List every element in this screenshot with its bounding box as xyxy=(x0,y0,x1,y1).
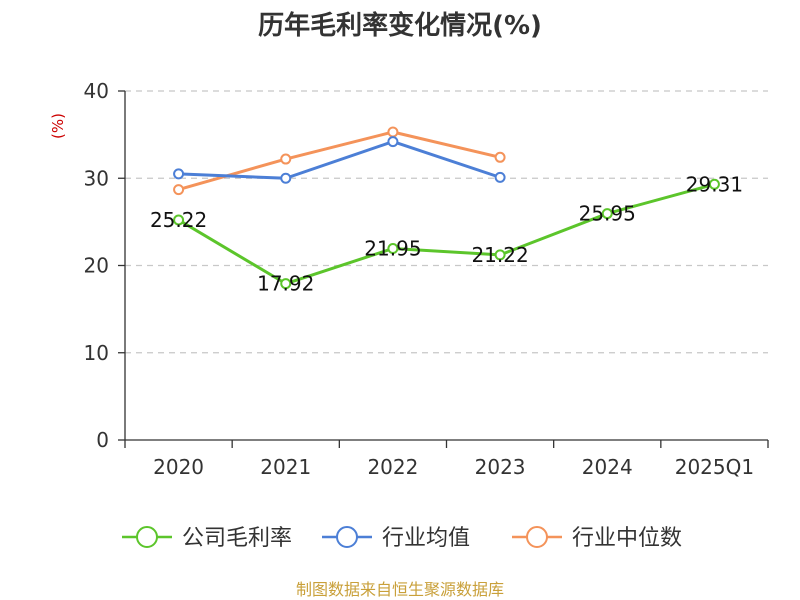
legend-marker-0 xyxy=(136,526,158,548)
data-point-1-2 xyxy=(387,136,399,148)
y-axis-ticks: 0 10 20 30 40 xyxy=(84,79,125,452)
data-point-1-3 xyxy=(494,171,506,183)
y-tick-label-40: 40 xyxy=(84,79,109,103)
y-tick-label-20: 20 xyxy=(84,254,109,278)
x-tick-label-2022: 2022 xyxy=(367,455,418,479)
series-line-1 xyxy=(178,140,501,180)
x-axis-ticks: 2020 2021 2022 2023 2024 2025Q1 xyxy=(124,440,769,479)
series-line-0 xyxy=(177,182,715,286)
legend-label-1: 行业均值 xyxy=(382,526,470,551)
data-point-0-4 xyxy=(601,208,613,220)
x-tick-label-2025q1: 2025Q1 xyxy=(675,455,754,479)
y-tick-label-30: 30 xyxy=(84,166,109,190)
legend-marker-2 xyxy=(526,526,548,548)
data-point-0-0 xyxy=(173,214,185,226)
x-tick-label-2020: 2020 xyxy=(153,455,204,479)
data-point-2-0 xyxy=(173,184,185,196)
series-line-2 xyxy=(178,130,501,192)
x-tick-label-2021: 2021 xyxy=(260,455,311,479)
data-point-0-1 xyxy=(280,278,292,290)
y-tick-label-10: 10 xyxy=(84,341,109,365)
data-label-0-2: 21.95 xyxy=(364,236,421,260)
data-labels: 25.22 17.92 21.95 21.22 25.95 29.31 xyxy=(150,172,743,295)
legend-label-0: 公司毛利率 xyxy=(182,526,292,551)
data-label-0-4: 25.95 xyxy=(579,202,636,226)
y-axis-unit-label: (%) xyxy=(49,113,67,139)
data-point-0-3 xyxy=(494,249,506,261)
legend-marker-1 xyxy=(336,526,358,548)
data-label-0-1: 17.92 xyxy=(257,272,314,296)
x-tick-label-2024: 2024 xyxy=(582,455,633,479)
data-point-2-2 xyxy=(387,126,399,138)
data-label-0-5: 29.31 xyxy=(686,172,743,196)
chart-title: 历年毛利率变化情况(%) xyxy=(258,10,542,41)
data-point-2-1 xyxy=(280,153,292,165)
data-point-0-5 xyxy=(708,178,720,190)
data-point-1-0 xyxy=(173,168,185,180)
data-label-0-0: 25.22 xyxy=(150,208,207,232)
legend-label-2: 行业中位数 xyxy=(572,526,682,551)
y-tick-label-0: 0 xyxy=(96,428,109,452)
series-layer xyxy=(173,126,720,290)
data-point-0-2 xyxy=(387,242,399,254)
data-point-1-1 xyxy=(280,172,292,184)
source-note: 制图数据来自恒生聚源数据库 xyxy=(296,580,504,599)
data-label-0-3: 21.22 xyxy=(471,243,528,267)
data-point-2-3 xyxy=(494,151,506,163)
x-tick-label-2023: 2023 xyxy=(475,455,526,479)
legend: 公司毛利率 行业均值 行业中位数 xyxy=(122,526,682,551)
gridlines xyxy=(125,90,768,354)
